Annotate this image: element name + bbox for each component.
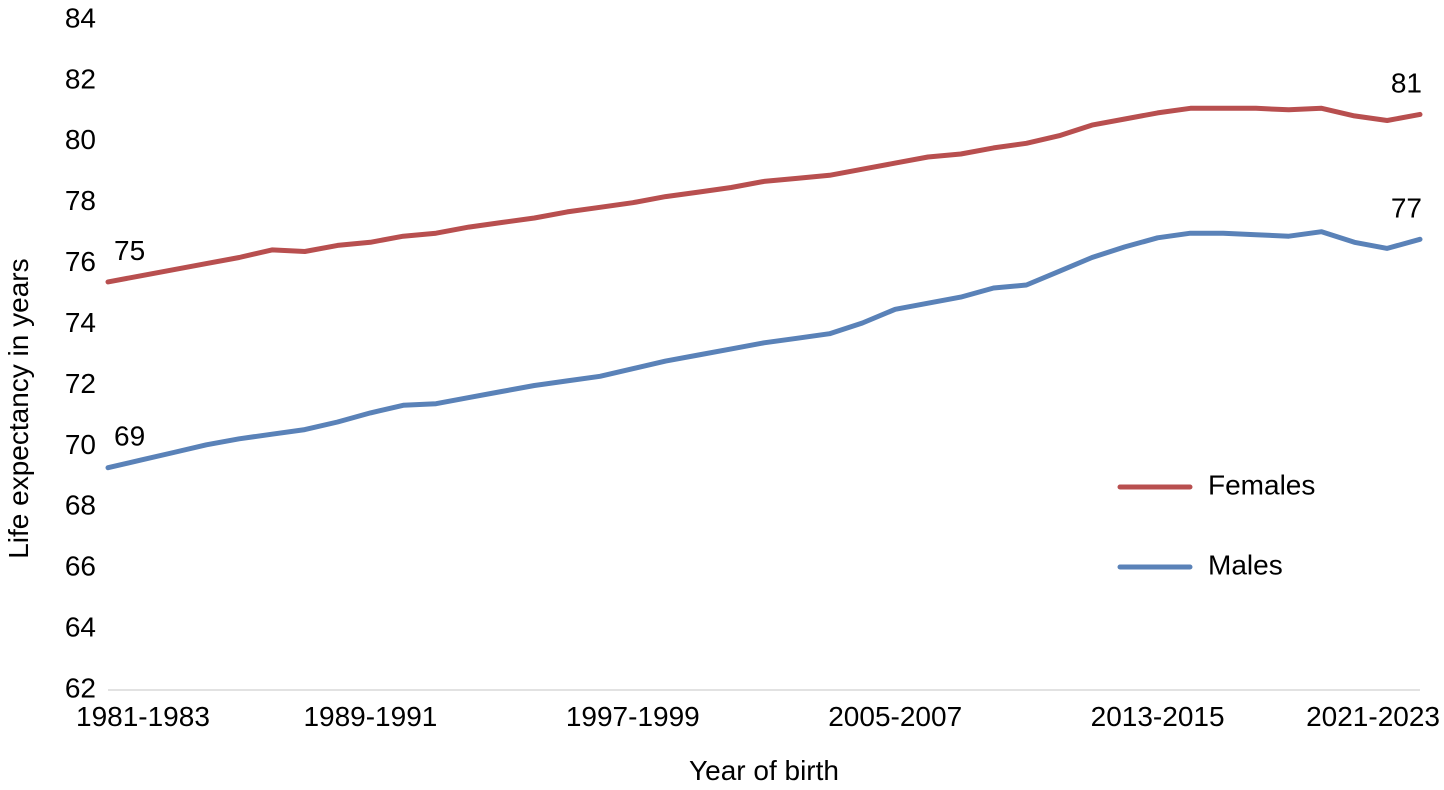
series-start-label-females: 75 (114, 235, 145, 266)
series-start-label-males: 69 (114, 421, 145, 452)
series-end-label-females: 81 (1391, 67, 1422, 98)
x-tick-label: 1997-1999 (566, 701, 700, 732)
y-tick-label: 84 (65, 2, 96, 33)
legend-label-males: Males (1208, 549, 1283, 580)
y-tick-label: 80 (65, 124, 96, 155)
y-axis-title: Life expectancy in years (3, 258, 34, 558)
y-tick-label: 82 (65, 63, 96, 94)
y-tick-label: 72 (65, 368, 96, 399)
series-end-label-males: 77 (1391, 192, 1422, 223)
y-tick-label: 66 (65, 551, 96, 582)
life-expectancy-chart: 62 64 66 68 70 72 74 76 78 80 82 84 Life expectancy … (0, 0, 1444, 790)
x-tick-label: 1989-1991 (303, 701, 437, 732)
y-tick-label: 70 (65, 429, 96, 460)
x-tick-label: 2005-2007 (828, 701, 962, 732)
y-tick-label: 68 (65, 490, 96, 521)
y-tick-label: 76 (65, 246, 96, 277)
legend-label-females: Females (1208, 469, 1315, 500)
y-tick-label: 62 (65, 672, 96, 703)
y-tick-label: 64 (65, 611, 96, 642)
x-tick-label: 1981-1983 (76, 701, 210, 732)
y-tick-label: 78 (65, 185, 96, 216)
y-tick-label: 74 (65, 307, 96, 338)
x-tick-label: 2013-2015 (1091, 701, 1225, 732)
x-axis-title: Year of birth (689, 755, 839, 786)
x-tick-label: 2021-2023 (1306, 701, 1440, 732)
chart-svg: 62 64 66 68 70 72 74 76 78 80 82 84 Life expectancy … (0, 0, 1444, 790)
